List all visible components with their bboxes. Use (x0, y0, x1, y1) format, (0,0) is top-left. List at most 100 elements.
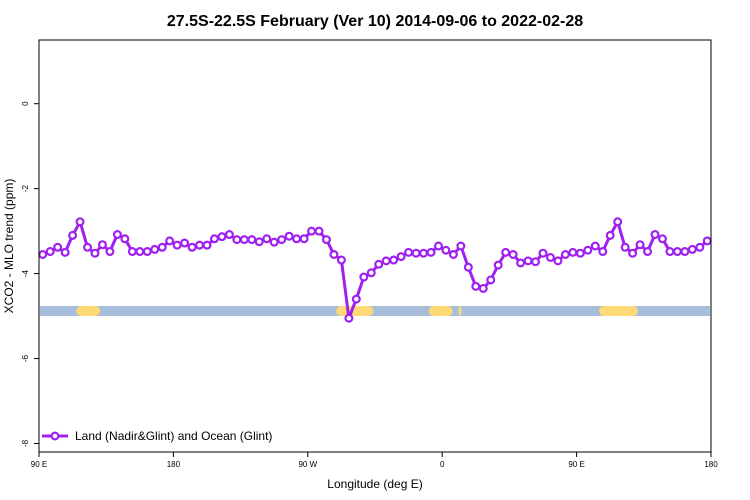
data-point (404, 247, 414, 257)
legend-label: Land (Nadir&Glint) and Ocean (Glint) (75, 429, 272, 443)
data-point (583, 245, 593, 255)
data-point (389, 255, 399, 265)
data-point (553, 256, 563, 266)
data-point (195, 240, 205, 250)
land-segment (336, 305, 374, 316)
data-point (142, 247, 152, 257)
y-axis-label: XCO2 - MLO trend (ppm) (2, 179, 16, 314)
data-point (269, 237, 279, 247)
x-axis-label: Longitude (deg E) (327, 477, 422, 491)
data-point (277, 235, 287, 245)
data-point (68, 230, 78, 240)
data-point (307, 226, 317, 236)
data-point (105, 247, 115, 257)
series-layer (38, 217, 712, 323)
data-point (501, 247, 511, 257)
data-point (516, 258, 526, 268)
data-point (45, 247, 55, 257)
data-point (336, 255, 346, 265)
data-point (478, 283, 488, 293)
data-point (172, 240, 182, 250)
data-point (224, 230, 234, 240)
data-point (396, 252, 406, 262)
data-point (672, 247, 682, 257)
y-tick-label: 0 (21, 101, 30, 106)
data-point (284, 231, 294, 241)
data-point (351, 294, 361, 304)
land-segment (428, 305, 453, 316)
data-point (75, 217, 85, 227)
data-point (695, 242, 705, 252)
data-point (239, 235, 249, 245)
data-point (202, 240, 212, 250)
data-point (538, 248, 548, 258)
x-axis: 90 E 180 90 W 0 90 E 180 (31, 452, 718, 469)
data-point (150, 244, 160, 254)
data-point (187, 242, 197, 252)
data-point (83, 242, 93, 252)
x-tick-label: 180 (167, 460, 181, 469)
x-tick-label: 0 (440, 460, 445, 469)
data-point (209, 234, 219, 244)
x-tick-label: 180 (704, 460, 718, 469)
data-point (433, 241, 443, 251)
data-point (120, 234, 130, 244)
x-tick-label: 90 E (31, 460, 47, 469)
data-point (262, 234, 272, 244)
x-tick-label: 90 E (568, 460, 584, 469)
data-point (531, 257, 541, 267)
y-tick-label: -8 (21, 439, 30, 447)
data-point (321, 235, 331, 245)
data-point (217, 232, 227, 242)
data-point (60, 247, 70, 257)
data-point (329, 249, 339, 259)
data-point (665, 247, 675, 257)
data-point (620, 242, 630, 252)
land-segment (458, 305, 462, 316)
data-point (613, 217, 623, 227)
data-point (359, 272, 369, 282)
data-point (135, 247, 145, 257)
data-point (90, 248, 100, 258)
data-point (232, 235, 242, 245)
data-point (687, 244, 697, 254)
data-point (702, 236, 712, 246)
data-point (112, 230, 122, 240)
data-point (560, 249, 570, 259)
data-point (426, 247, 436, 257)
y-tick-label: -4 (21, 270, 30, 278)
legend: Land (Nadir&Glint) and Ocean (Glint) (42, 429, 272, 443)
data-point (381, 256, 391, 266)
data-point (254, 237, 264, 247)
data-point (374, 259, 384, 269)
land-segment (76, 305, 101, 316)
data-point (127, 247, 137, 257)
y-tick-label: -6 (21, 354, 30, 362)
data-point (441, 245, 451, 255)
data-point (97, 240, 107, 250)
data-point (38, 249, 48, 259)
data-point (411, 248, 421, 258)
data-point (471, 281, 481, 291)
data-point (568, 247, 578, 257)
data-point (590, 241, 600, 251)
data-point (53, 242, 63, 252)
data-point (523, 256, 533, 266)
data-point (657, 234, 667, 244)
data-point (545, 252, 555, 262)
data-point (314, 226, 324, 236)
surface-band (40, 305, 710, 316)
data-point (419, 248, 429, 258)
y-axis: 0 -2 -4 -6 -8 (21, 101, 39, 447)
data-point (299, 234, 309, 244)
data-point (508, 249, 518, 259)
data-point (680, 247, 690, 257)
data-point (463, 262, 473, 272)
data-point (635, 240, 645, 250)
y-tick-label: -2 (21, 185, 30, 193)
data-point (456, 241, 466, 251)
data-point (157, 242, 167, 252)
data-point (344, 313, 354, 323)
chart-title: 27.5S-22.5S February (Ver 10) 2014-09-06… (167, 13, 583, 30)
